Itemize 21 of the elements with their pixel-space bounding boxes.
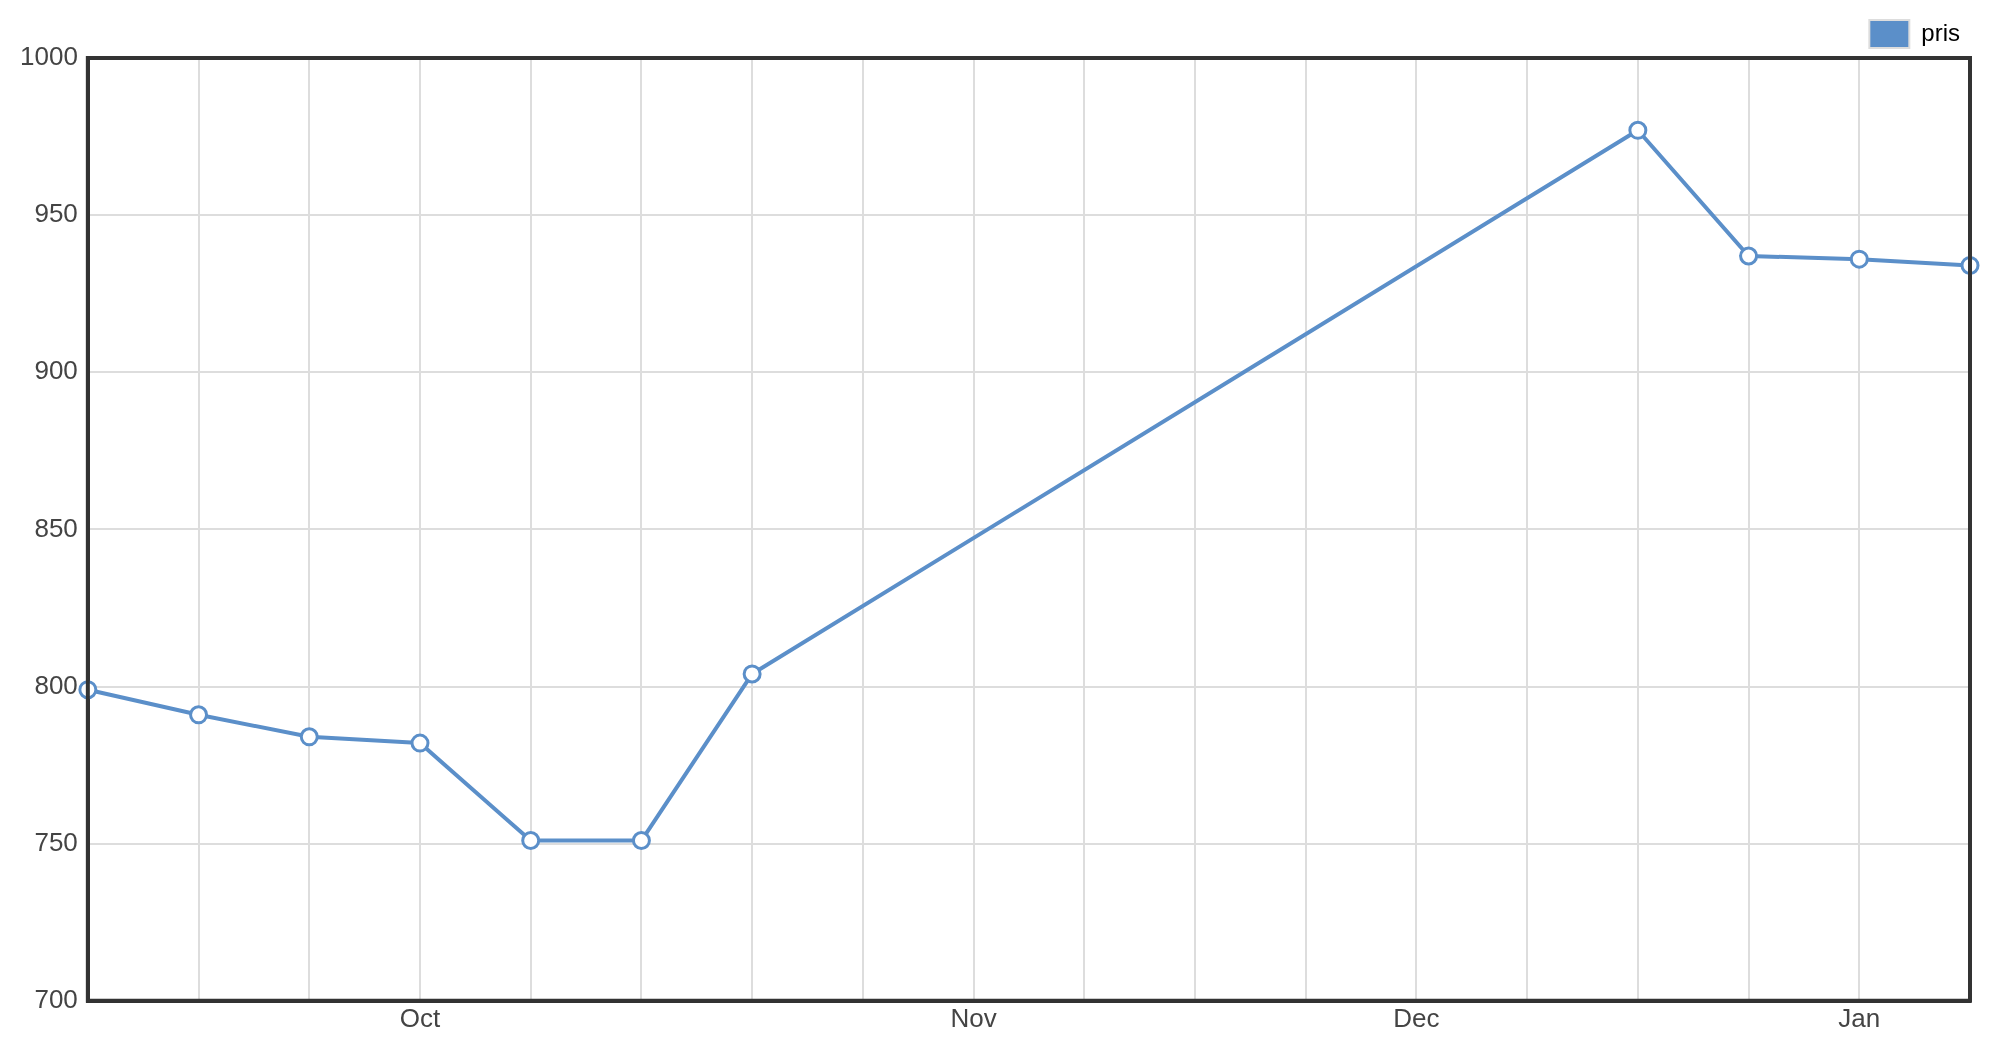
y-tick-label: 850 — [34, 512, 78, 543]
y-tick-label: 900 — [34, 355, 78, 386]
legend-label: pris — [1921, 18, 1960, 46]
y-tick-label: 800 — [34, 669, 78, 700]
y-tick-label: 750 — [34, 826, 78, 857]
y-tick-label: 1000 — [20, 41, 78, 72]
point — [1739, 246, 1759, 266]
point — [1849, 249, 1869, 269]
x-tick-label: Nov — [950, 1002, 997, 1033]
y-tick-label: 700 — [34, 983, 78, 1014]
point — [631, 831, 651, 851]
point — [1628, 120, 1648, 140]
point — [742, 664, 762, 684]
y-tick-label: 950 — [34, 198, 78, 229]
point — [189, 705, 209, 725]
x-tick-label: Oct — [399, 1002, 441, 1033]
x-tick-label: Dec — [1393, 1002, 1440, 1033]
point — [410, 733, 430, 753]
x-tick-label: Jan — [1838, 1002, 1881, 1033]
point — [521, 831, 541, 851]
point — [299, 727, 319, 747]
